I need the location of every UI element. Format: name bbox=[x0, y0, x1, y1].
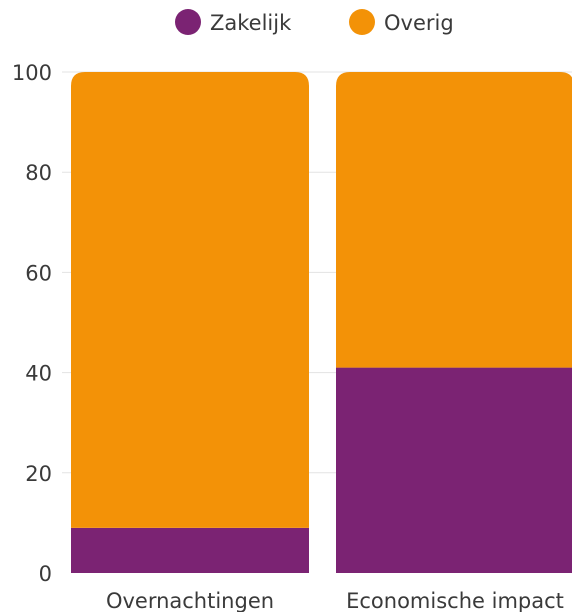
x-category-label: Overnachtingen bbox=[106, 589, 274, 612]
bars bbox=[71, 72, 572, 573]
bar-segment bbox=[336, 367, 572, 573]
bar-segment bbox=[71, 72, 309, 528]
legend-marker bbox=[349, 9, 375, 35]
bar-segment bbox=[336, 72, 572, 368]
y-tick-label: 80 bbox=[25, 161, 52, 185]
y-tick-label: 60 bbox=[25, 261, 52, 285]
x-axis: Overnachtingen Economische impact bbox=[106, 589, 564, 612]
x-category-label: Economische impact bbox=[346, 589, 564, 612]
legend-label: Zakelijk bbox=[210, 11, 292, 35]
y-tick-label: 100 bbox=[12, 61, 52, 85]
legend-marker bbox=[175, 9, 201, 35]
y-tick-label: 40 bbox=[25, 362, 52, 386]
legend-label: Overig bbox=[384, 11, 454, 35]
bar-segment bbox=[71, 527, 309, 573]
y-axis: 0 20 40 60 80 100 bbox=[12, 61, 52, 586]
y-tick-label: 20 bbox=[25, 462, 52, 486]
legend: Zakelijk Overig bbox=[175, 9, 454, 35]
y-tick-label: 0 bbox=[39, 562, 52, 586]
